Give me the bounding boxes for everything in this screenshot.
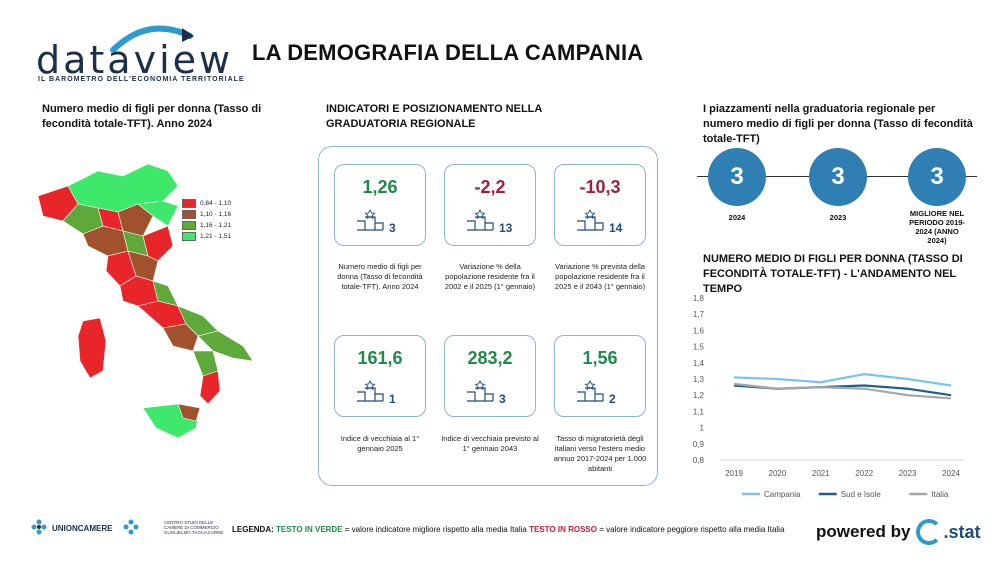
podium-icon: [467, 209, 494, 231]
y-tick-label: 1: [700, 424, 705, 433]
indicators-title: INDICATORI E POSIZIONAMENTO NELLA GRADUA…: [326, 103, 542, 130]
y-tick-label: 0,8: [693, 456, 705, 465]
indicator-value: -10,3: [579, 177, 621, 197]
indicator-description: Variazione % prevista della popolazione …: [554, 262, 646, 291]
logo-text: dataview: [36, 38, 234, 82]
indicator-description: Indice di vecchiaia previsto al 1° genna…: [441, 434, 539, 453]
indicator-value: 1,26: [362, 177, 398, 197]
x-tick-label: 2020: [769, 469, 787, 478]
indicator-value: 283,2: [467, 348, 513, 368]
unioncamere-text: UNIONCAMERE: [52, 524, 113, 533]
y-tick-label: 1,7: [693, 310, 705, 319]
map-title: Numero medio di figli per donna (Tasso d…: [42, 103, 262, 130]
ranking-label: MIGLIORE NEL PERIODO 2019-2024 (ANNO 202…: [909, 209, 965, 245]
x-tick-label: 2024: [942, 469, 960, 478]
legend-title: LEGENDA:: [232, 525, 274, 534]
indicator-rank: 13: [499, 221, 513, 235]
indicator-value: 1,56: [582, 348, 618, 368]
legend-label: 1,10 - 1,16: [200, 211, 232, 218]
legend-label: Sud e Isole: [841, 490, 882, 499]
y-tick-label: 1,6: [693, 326, 705, 335]
legend-red-label: TESTO IN ROSSO: [529, 525, 597, 534]
indicator-description: Numero medio di figli per donna (Tasso d…: [337, 262, 423, 291]
indicator-card: 161,6 1: [334, 335, 426, 417]
rankings-title: I piazzamenti nella graduatoria regional…: [703, 103, 973, 145]
italy-map: [37, 163, 254, 439]
unioncamere-logo-icon: [31, 519, 47, 535]
legend-swatch: [182, 232, 196, 241]
line-chart: 1,8 1,7 1,6 1,5 1,4 1,3 1,2 1,1 1 0,9 0,8 2019 2020 2…: [693, 294, 965, 499]
x-tick-label: 2019: [725, 469, 743, 478]
ranking-circle: 3: [708, 148, 766, 206]
indicator-card: -2,2 13: [444, 164, 536, 246]
x-tick-label: 2021: [812, 469, 830, 478]
legend-green-label: TESTO IN VERDE: [276, 525, 343, 534]
logo-subtitle: IL BAROMETRO DELL'ECONOMIA TERRITORIALE: [38, 76, 245, 83]
indicator-value: 161,6: [357, 348, 403, 368]
series-line: [733, 382, 952, 400]
chart-title: NUMERO MEDIO DI FIGLI PER DONNA (TASSO D…: [703, 253, 963, 295]
ranking-circle: 3: [908, 148, 966, 206]
ranking-circle: 3: [809, 148, 867, 206]
podium-icon: [577, 209, 604, 231]
map-legend: 0,84 - 1,10 1,10 - 1,16 1,16 - 1,21 1,21…: [182, 198, 231, 242]
podium-icon: [357, 209, 384, 231]
indicator-rank: 1: [389, 392, 396, 406]
legend-label: Italia: [931, 490, 948, 499]
series-line: [733, 373, 952, 387]
indicator-rank: 14: [609, 221, 623, 235]
ranking-label: 2024: [728, 213, 746, 222]
legend-label: 0,84 - 1,10: [200, 200, 232, 207]
y-tick-label: 1,3: [693, 375, 705, 384]
indicator-description: Tasso di migratorietà degli italiani ver…: [553, 434, 647, 473]
indicator-card: -10,3 14: [554, 164, 646, 246]
tagliacarne-text: CENTRO STUDI DELLE CAMERE DI COMMERCIO G…: [164, 520, 224, 535]
indicator-card: 1,26 3: [334, 164, 426, 246]
cstat-c-icon: [916, 519, 943, 545]
y-tick-label: 1,8: [693, 294, 705, 303]
powered-by: powered by .stat: [816, 519, 980, 545]
indicator-value: -2,2: [474, 177, 506, 197]
cstat-text: .stat: [943, 521, 981, 542]
footer-legend: LEGENDA: TESTO IN VERDE = valore indicat…: [232, 525, 784, 534]
page-title: LA DEMOGRAFIA DELLA CAMPANIA: [252, 40, 644, 65]
indicator-card: 1,56 2: [554, 335, 646, 417]
x-tick-label: 2023: [899, 469, 917, 478]
powered-by-text: powered by: [816, 522, 911, 541]
x-tick-label: 2022: [855, 469, 873, 478]
y-tick-label: 1,5: [693, 343, 705, 352]
legend-label: 1,21 - 1,51: [200, 233, 232, 240]
y-tick-label: 1,4: [693, 359, 705, 368]
podium-icon: [577, 380, 604, 402]
podium-icon: [357, 380, 384, 402]
podium-icon: [467, 380, 494, 402]
indicator-rank: 3: [389, 221, 396, 235]
indicator-rank: 2: [609, 392, 616, 406]
y-tick-label: 1,1: [693, 407, 705, 416]
y-tick-label: 0,9: [693, 440, 705, 449]
indicator-rank: 3: [499, 392, 506, 406]
legend-swatch: [182, 199, 196, 208]
legend-label: Campania: [764, 490, 801, 499]
legend-red-text: = valore indicatore peggiore rispetto al…: [596, 525, 785, 534]
ranking-label: 2023: [829, 213, 847, 222]
y-tick-label: 1,2: [693, 391, 705, 400]
cstat-logo: .stat: [916, 519, 980, 545]
legend-label: 1,16 - 1,21: [200, 222, 232, 229]
indicators-panel: 1,26 3 Numero medio di figli per donna (…: [318, 146, 658, 486]
logo-arc-icon: [110, 25, 194, 52]
legend-swatch: [182, 210, 196, 219]
indicator-description: Variazione % della popolazione residente…: [444, 262, 536, 291]
legend-swatch: [182, 221, 196, 230]
indicator-card: 283,2 3: [444, 335, 536, 417]
tagliacarne-logo-icon: [123, 519, 139, 535]
indicator-description: Indice di vecchiaia al 1° gennaio 2025: [340, 434, 420, 453]
legend-green-text: = valore indicatore migliore rispetto al…: [342, 525, 530, 534]
